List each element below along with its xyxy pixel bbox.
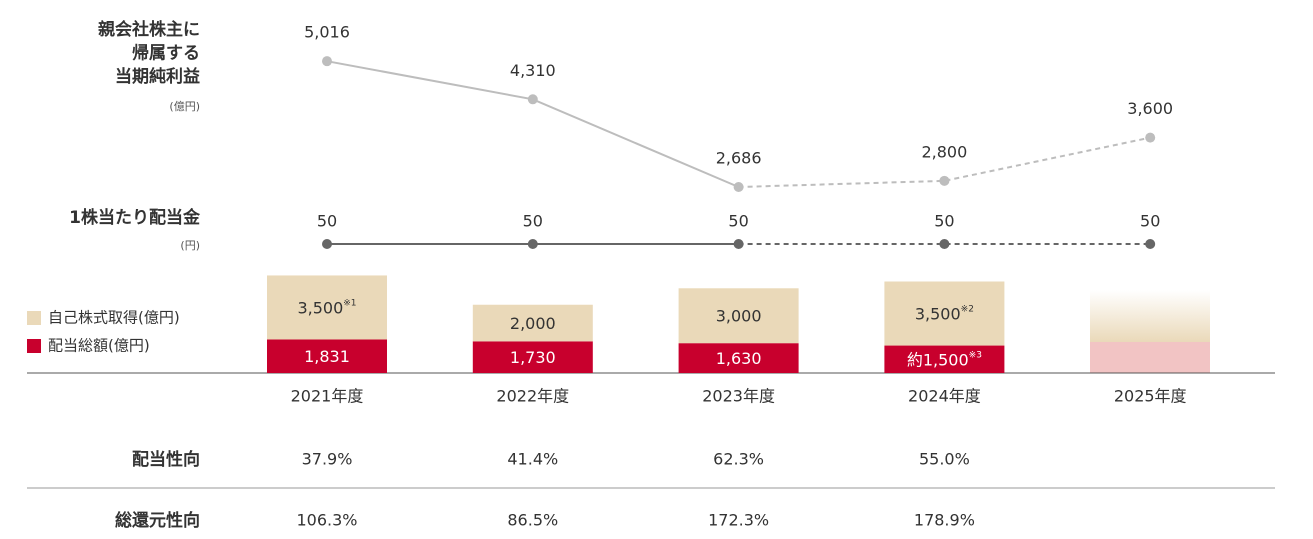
point xyxy=(527,94,538,105)
data-label-note: ※2 xyxy=(961,304,974,314)
row-label: 当期純利益 xyxy=(115,66,200,87)
data-label: 2,800 xyxy=(921,142,967,161)
point xyxy=(939,239,950,249)
bar xyxy=(267,339,387,373)
point xyxy=(939,175,950,186)
legend-swatch xyxy=(27,311,41,325)
data-label: 50 xyxy=(523,212,543,231)
data-label-value: 3,000 xyxy=(716,306,762,325)
data-label: 50 xyxy=(728,212,748,231)
table-cell: 37.9% xyxy=(302,450,353,469)
table-cell: 106.3% xyxy=(296,511,357,530)
legend-swatch xyxy=(27,339,41,353)
bar xyxy=(267,275,387,340)
data-label: 3,000 xyxy=(716,306,762,325)
data-label: 1,630 xyxy=(716,349,762,368)
point xyxy=(733,239,744,249)
legend-label: 配当総額(億円) xyxy=(48,337,150,355)
x-tick-label: 2025年度 xyxy=(1114,387,1187,406)
data-label: 5,016 xyxy=(304,23,350,42)
bar xyxy=(472,341,593,373)
table-cell: 86.5% xyxy=(507,511,558,530)
table-cell: 178.9% xyxy=(914,511,975,530)
unit-label: (億円) xyxy=(169,100,200,113)
data-label: 50 xyxy=(317,212,337,231)
table-cell: 55.0% xyxy=(919,450,970,469)
data-label: 約1,500※3 xyxy=(907,350,982,369)
x-tick-label: 2022年度 xyxy=(496,387,569,406)
point xyxy=(322,239,332,249)
row-label: 親会社株主に xyxy=(98,19,200,40)
x-tick-label: 2021年度 xyxy=(291,387,364,406)
unit-label: (円) xyxy=(180,239,200,252)
data-label-value: 2,000 xyxy=(510,314,556,333)
data-label-value: 約1,500 xyxy=(907,350,969,369)
data-label: 1,730 xyxy=(510,348,556,367)
data-label-value: 3,500 xyxy=(915,304,961,323)
data-label: 3,500※1 xyxy=(297,298,356,317)
row-label: 総還元性向 xyxy=(115,510,200,531)
point xyxy=(527,239,538,249)
table-cell: 41.4% xyxy=(507,450,558,469)
point xyxy=(1145,239,1156,249)
data-label: 50 xyxy=(1140,212,1160,231)
forecast-bar xyxy=(1090,342,1210,373)
row-label: 1株当たり配当金 xyxy=(69,207,201,228)
point xyxy=(1145,132,1156,143)
forecast-line xyxy=(738,136,1151,188)
legend-label: 自己株式取得(億円) xyxy=(48,309,180,327)
x-tick-label: 2023年度 xyxy=(702,387,775,406)
row-label: 帰属する xyxy=(132,44,200,64)
data-label-note: ※1 xyxy=(343,298,356,308)
data-label: 3,600 xyxy=(1127,99,1173,118)
bar xyxy=(678,288,799,344)
data-label: 50 xyxy=(934,212,954,231)
row-label: 配当性向 xyxy=(132,449,200,470)
data-label: 4,310 xyxy=(510,61,556,80)
data-label: 3,500※2 xyxy=(915,304,974,323)
table-cell: 172.3% xyxy=(708,511,769,530)
data-label-value: 3,500 xyxy=(297,298,343,317)
line xyxy=(326,60,739,188)
bar xyxy=(472,304,593,342)
data-label-value: 1,630 xyxy=(716,349,762,368)
point xyxy=(733,182,744,192)
x-tick-label: 2024年度 xyxy=(908,387,981,406)
table-cell: 62.3% xyxy=(713,450,764,469)
data-label-value: 1,730 xyxy=(510,348,556,367)
data-label-value: 1,831 xyxy=(304,347,350,366)
bar xyxy=(678,343,799,373)
point xyxy=(322,56,332,67)
bar xyxy=(884,345,1005,373)
forecast-bar-fade xyxy=(1090,290,1210,342)
data-label-note: ※3 xyxy=(969,350,982,360)
data-label: 2,686 xyxy=(716,149,762,168)
data-label: 1,831 xyxy=(304,347,350,366)
data-label: 2,000 xyxy=(510,314,556,333)
bar xyxy=(884,281,1005,346)
